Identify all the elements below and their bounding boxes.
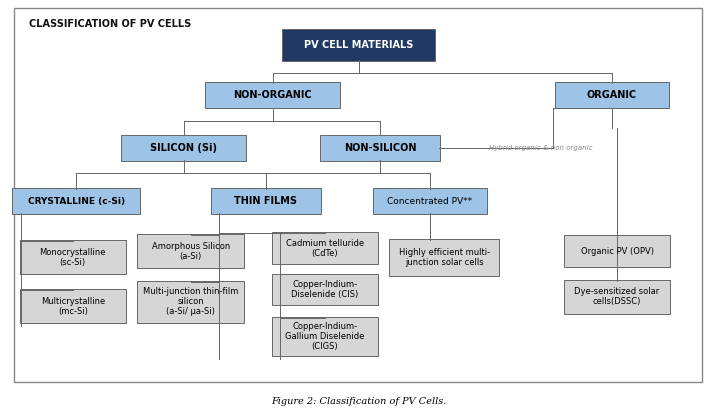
Text: SILICON (Si): SILICON (Si) xyxy=(150,143,217,153)
FancyBboxPatch shape xyxy=(121,134,246,161)
Text: Copper-Indium-
Diselenide (CIS): Copper-Indium- Diselenide (CIS) xyxy=(291,280,358,299)
Text: Figure 2: Classification of PV Cells.: Figure 2: Classification of PV Cells. xyxy=(271,397,446,406)
FancyBboxPatch shape xyxy=(373,188,487,214)
Text: Organic PV (OPV): Organic PV (OPV) xyxy=(581,247,654,256)
Text: CRYSTALLINE (c-Si): CRYSTALLINE (c-Si) xyxy=(28,197,125,206)
FancyBboxPatch shape xyxy=(320,134,440,161)
FancyBboxPatch shape xyxy=(272,274,378,305)
FancyBboxPatch shape xyxy=(205,82,341,109)
Text: THIN FILMS: THIN FILMS xyxy=(234,196,297,206)
Text: PV CELL MATERIALS: PV CELL MATERIALS xyxy=(304,40,413,50)
Text: NON-SILICON: NON-SILICON xyxy=(343,143,416,153)
Text: Multi-junction thin-film
silicon
(a-Si/ μa-Si): Multi-junction thin-film silicon (a-Si/ … xyxy=(143,287,238,316)
Text: Multicrystalline
(mc-Si): Multicrystalline (mc-Si) xyxy=(41,297,105,316)
FancyBboxPatch shape xyxy=(282,29,435,61)
FancyBboxPatch shape xyxy=(14,8,702,382)
Text: Concentrated PV**: Concentrated PV** xyxy=(387,197,473,206)
Text: Amorphous Silicon
(a-Si): Amorphous Silicon (a-Si) xyxy=(151,242,229,261)
FancyBboxPatch shape xyxy=(389,239,499,276)
FancyBboxPatch shape xyxy=(138,281,244,323)
FancyBboxPatch shape xyxy=(19,241,126,274)
FancyBboxPatch shape xyxy=(555,82,669,109)
Text: Cadmium telluride
(CdTe): Cadmium telluride (CdTe) xyxy=(286,239,364,258)
Text: Copper-Indium-
Gallium Diselenide
(CIGS): Copper-Indium- Gallium Diselenide (CIGS) xyxy=(285,322,365,351)
FancyBboxPatch shape xyxy=(12,188,141,214)
Text: Dye-sensitized solar
cells(DSSC): Dye-sensitized solar cells(DSSC) xyxy=(574,287,660,306)
Text: NON-ORGANIC: NON-ORGANIC xyxy=(234,90,312,100)
FancyBboxPatch shape xyxy=(138,234,244,268)
FancyBboxPatch shape xyxy=(272,317,378,356)
Text: ORGANIC: ORGANIC xyxy=(587,90,637,100)
Text: Monocrystalline
(sc-Si): Monocrystalline (sc-Si) xyxy=(39,248,106,267)
Text: CLASSIFICATION OF PV CELLS: CLASSIFICATION OF PV CELLS xyxy=(29,19,191,29)
FancyBboxPatch shape xyxy=(19,289,126,323)
Text: Hybrid organic & non organic: Hybrid organic & non organic xyxy=(489,145,593,151)
FancyBboxPatch shape xyxy=(564,280,670,314)
Text: Highly efficient multi-
junction solar cells: Highly efficient multi- junction solar c… xyxy=(399,248,490,267)
FancyBboxPatch shape xyxy=(564,235,670,267)
FancyBboxPatch shape xyxy=(272,233,378,264)
FancyBboxPatch shape xyxy=(211,188,320,214)
